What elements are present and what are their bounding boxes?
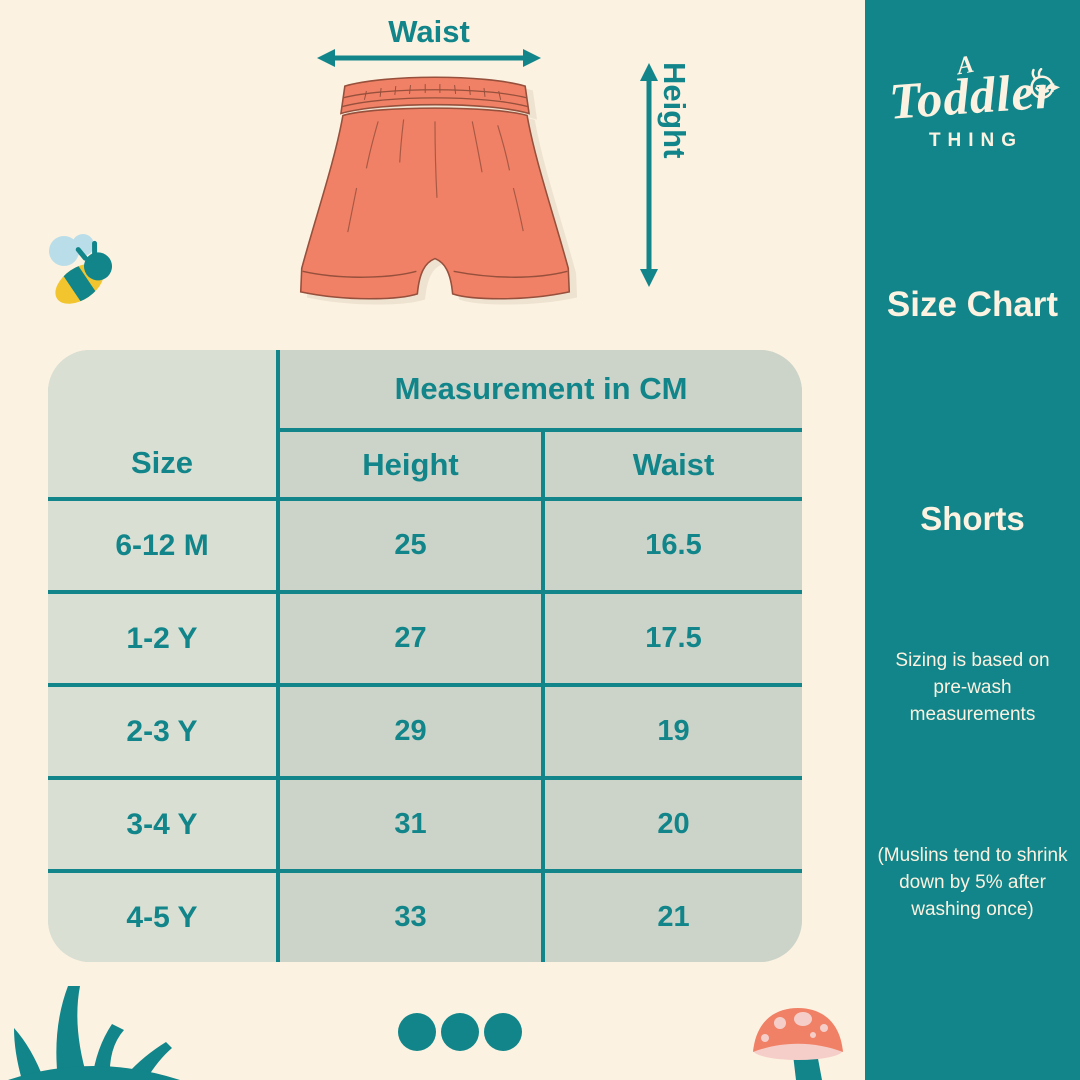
height-cell: 31 xyxy=(280,776,545,869)
height-arrow-icon xyxy=(640,63,658,287)
size-column-header: Size xyxy=(48,350,280,497)
height-cell: 27 xyxy=(280,590,545,683)
waist-column-header: Waist xyxy=(545,432,802,497)
height-cell: 33 xyxy=(280,869,545,962)
waist-cell: 17.5 xyxy=(545,590,802,683)
size-cell: 1-2 Y xyxy=(48,590,280,683)
height-dimension-label: Height xyxy=(657,62,692,159)
waist-cell: 20 xyxy=(545,776,802,869)
size-chart-canvas: Waist Height xyxy=(8,14,843,1080)
waist-arrow-icon xyxy=(317,49,541,67)
size-cell: 4-5 Y xyxy=(48,869,280,962)
dots-decoration xyxy=(398,1013,522,1051)
bee-icon xyxy=(49,234,113,306)
waist-cell: 19 xyxy=(545,683,802,776)
product-name: Shorts xyxy=(920,500,1025,537)
waist-cell: 16.5 xyxy=(545,497,802,590)
page-title: Size Chart xyxy=(886,285,1059,324)
size-cell: 3-4 Y xyxy=(48,776,280,869)
mushroom-icon xyxy=(753,1008,843,1080)
measurement-group-header: Measurement in CM xyxy=(280,350,802,432)
grass-icon xyxy=(8,986,180,1080)
size-cell: 2-3 Y xyxy=(48,683,280,776)
height-cell: 29 xyxy=(280,683,545,776)
waist-cell: 21 xyxy=(545,869,802,962)
size-table: Size Measurement in CM Height Waist 6-12… xyxy=(48,350,802,962)
shrink-note: (Muslins tend to shrink down by 5% after… xyxy=(877,845,1068,920)
shorts-illustration xyxy=(299,76,571,300)
bird-icon xyxy=(1030,68,1061,108)
height-column-header: Height xyxy=(280,432,545,497)
brand-logo: A Toddler THING xyxy=(865,51,1080,152)
height-cell: 25 xyxy=(280,497,545,590)
prewash-note: Sizing is based on pre-wash measurements xyxy=(895,650,1050,725)
waist-dimension-label: Waist xyxy=(388,14,470,49)
sidebar: A Toddler THING Size Chart Shorts Sizing… xyxy=(865,0,1080,1080)
logo-subtext: THING xyxy=(928,130,1024,151)
size-cell: 6-12 M xyxy=(48,497,280,590)
